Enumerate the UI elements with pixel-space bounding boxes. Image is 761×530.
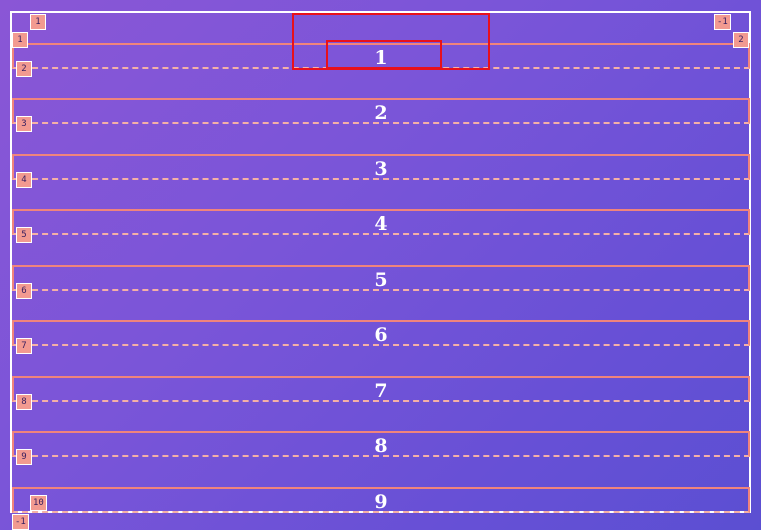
- grid-row-track[interactable]: 5: [12, 265, 750, 291]
- row-line-number-badge: 4: [16, 172, 32, 188]
- grid-item-label: 2: [374, 102, 388, 124]
- grid-item-label: 5: [374, 269, 388, 291]
- selection-highlight-outer: [292, 13, 490, 70]
- column-line-number-badge: 1: [30, 14, 46, 30]
- row-line-number-badge: 6: [16, 283, 32, 299]
- selection-highlight-inner: [326, 40, 442, 69]
- row-line-number-badge: 10: [30, 495, 47, 511]
- grid-row-track[interactable]: 8: [12, 431, 750, 457]
- grid-row-track[interactable]: 7: [12, 376, 750, 402]
- grid-row-track[interactable]: 4: [12, 209, 750, 235]
- grid-item-label: 1: [374, 47, 388, 69]
- grid-row-track[interactable]: 9: [12, 487, 750, 513]
- row-line-number-badge: 1: [12, 32, 28, 48]
- grid-row-track[interactable]: 6: [12, 320, 750, 346]
- row-line-number-badge: 9: [16, 449, 32, 465]
- grid-item-label: 9: [374, 491, 388, 513]
- grid-item-label: 4: [374, 213, 388, 235]
- row-line-number-badge: -1: [12, 514, 29, 530]
- grid-item-label: 7: [374, 380, 388, 402]
- grid-row-track[interactable]: 3: [12, 154, 750, 180]
- row-line-number-badge: 8: [16, 394, 32, 410]
- row-line-number-badge: 7: [16, 338, 32, 354]
- column-line-number-badge: -1: [714, 14, 731, 30]
- grid-item-label: 6: [374, 324, 388, 346]
- grid-row-track[interactable]: 2: [12, 98, 750, 124]
- row-line-number-badge: 5: [16, 227, 32, 243]
- row-line-number-badge: 2: [733, 32, 749, 48]
- grid-item-label: 3: [374, 158, 388, 180]
- row-line-number-badge: 2: [16, 61, 32, 77]
- grid-item-label: 8: [374, 435, 388, 457]
- row-line-number-badge: 3: [16, 116, 32, 132]
